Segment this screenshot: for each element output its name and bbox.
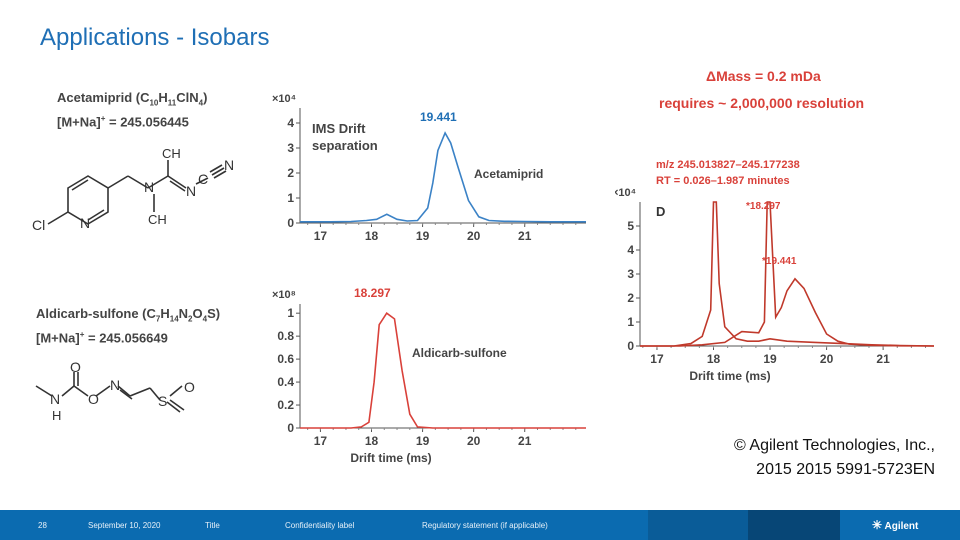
x-tick-label: 18 <box>365 434 379 448</box>
y-tick-label: 1 <box>627 315 634 329</box>
x-tick-label: 18 <box>707 352 721 366</box>
panel-d-label: D <box>656 204 666 219</box>
y-tick-label: 5 <box>627 219 634 233</box>
y-tick-label: 0.4 <box>277 375 294 389</box>
x-tick-label: 21 <box>518 229 532 243</box>
y-tick-label: 2 <box>627 291 634 305</box>
x-tick-label: 17 <box>314 229 328 243</box>
aldicarb-structure: N H O O N S O <box>35 362 195 423</box>
peak-d-19441: *19.441 <box>762 256 797 267</box>
slide-title: Applications - Isobars <box>40 24 270 51</box>
acetamiprid-drift-chart: 0 1 2 3 4 17 18 19 20 21 ×10⁴ <box>272 93 586 243</box>
y-tick-label: 0 <box>287 421 294 435</box>
svg-text:CH: CH <box>148 212 167 227</box>
y-tick-label: 3 <box>627 267 634 281</box>
svg-text:S: S <box>158 393 167 409</box>
svg-text:CH: CH <box>162 146 181 161</box>
footer-bar: 28 September 10, 2020 Title Confidential… <box>0 510 960 540</box>
y-tick-label: 0.2 <box>277 398 294 412</box>
y-tick-label: 1 <box>287 306 294 320</box>
y-tick-label: 0 <box>627 339 634 353</box>
footer-regulatory: Regulatory statement (if applicable) <box>422 521 548 530</box>
series-line-acetamiprid <box>640 201 935 347</box>
copyright-note: © Agilent Technologies, Inc., 2015 2015 … <box>734 437 935 478</box>
delta-mass: ΔMass = 0.2 mDa <box>706 68 821 84</box>
series-line-aldicarb-sulfone <box>300 312 586 429</box>
acetamiprid-chart-label: Acetamiprid <box>474 167 544 181</box>
acetamiprid-ion: [M+Na]+ = 245.056445 <box>57 114 189 130</box>
ims-drift-label: IMS Drift separation <box>312 121 378 153</box>
mz-rt-note: m/z 245.013827–245.177238 RT = 0.026–1.9… <box>656 159 800 187</box>
footer-title: Title <box>205 521 220 530</box>
svg-text:C: C <box>198 171 208 187</box>
footer-page-number: 28 <box>38 521 47 530</box>
svg-text:O: O <box>88 391 99 407</box>
acetamiprid-formula: Acetamiprid (C10H11ClN4) <box>57 90 208 108</box>
acetamiprid-structure: Cl N N CH CH N C N <box>32 146 234 233</box>
x-tick-label: 17 <box>650 352 664 366</box>
series-line-acetamiprid <box>300 131 586 223</box>
svg-text:N: N <box>186 183 196 199</box>
y-tick-label: 3 <box>287 141 294 155</box>
y-tick-label: 4 <box>627 243 634 257</box>
x-tick-label: 19 <box>416 434 430 448</box>
svg-text:N: N <box>144 179 154 195</box>
spark-icon: ✳ <box>872 518 883 532</box>
svg-text:N: N <box>110 377 120 393</box>
svg-text:N: N <box>224 157 234 173</box>
combined-drift-chart: 0 1 2 3 4 5 17 18 19 20 21 ×10⁴ Drift time (ms) <box>615 187 935 383</box>
y-tick-label: 0 <box>287 216 294 230</box>
x-tick-label: 20 <box>820 352 834 366</box>
svg-text:O: O <box>70 362 81 375</box>
footer-date: September 10, 2020 <box>88 521 161 530</box>
y-tick-label: 2 <box>287 166 294 180</box>
x-axis-label: Drift time (ms) <box>689 369 770 383</box>
y-unit-label: ×10⁸ <box>272 289 296 301</box>
svg-text:N: N <box>80 215 90 231</box>
resolution-note: requires ~ 2,000,000 resolution <box>659 95 865 111</box>
x-axis-label: Drift time (ms) <box>350 451 431 465</box>
y-unit-label: ×10⁴ <box>615 187 636 199</box>
svg-text:H: H <box>52 408 61 423</box>
x-tick-label: 20 <box>467 434 481 448</box>
y-tick-label: 0.8 <box>277 329 294 343</box>
x-tick-label: 19 <box>416 229 430 243</box>
aldicarb-ion: [M+Na]+ = 245.056649 <box>36 330 168 346</box>
aldicarb-chart-label: Aldicarb-sulfone <box>412 346 507 360</box>
svg-text:Cl: Cl <box>32 217 45 233</box>
footer-confidentiality: Confidentiality label <box>285 521 355 530</box>
peak-d-18297: *18.297 <box>746 201 781 212</box>
x-tick-label: 17 <box>314 434 328 448</box>
y-tick-label: 1 <box>287 191 294 205</box>
x-tick-label: 18 <box>365 229 379 243</box>
footer-block-light <box>648 510 748 540</box>
aldicarb-formula: Aldicarb-sulfone (C7H14N2O4S) <box>36 306 221 324</box>
peak-label-18297: 18.297 <box>354 286 391 300</box>
y-tick-label: 0.6 <box>277 352 294 366</box>
footer-block-dark <box>748 510 840 540</box>
x-tick-label: 21 <box>518 434 532 448</box>
agilent-logo: ✳ Agilent <box>872 518 919 532</box>
series-line-aldicarb-sulfone <box>640 201 935 347</box>
x-tick-label: 19 <box>763 352 777 366</box>
svg-text:O: O <box>184 379 195 395</box>
svg-text:N: N <box>50 391 60 407</box>
x-tick-label: 21 <box>876 352 890 366</box>
x-tick-label: 20 <box>467 229 481 243</box>
peak-label-19441: 19.441 <box>420 110 457 124</box>
aldicarb-drift-chart: 0 0.2 0.4 0.6 0.8 1 17 18 19 20 21 ×10⁸ Drift time (… <box>272 289 586 465</box>
y-unit-label: ×10⁴ <box>272 93 296 105</box>
y-tick-label: 4 <box>287 116 294 130</box>
